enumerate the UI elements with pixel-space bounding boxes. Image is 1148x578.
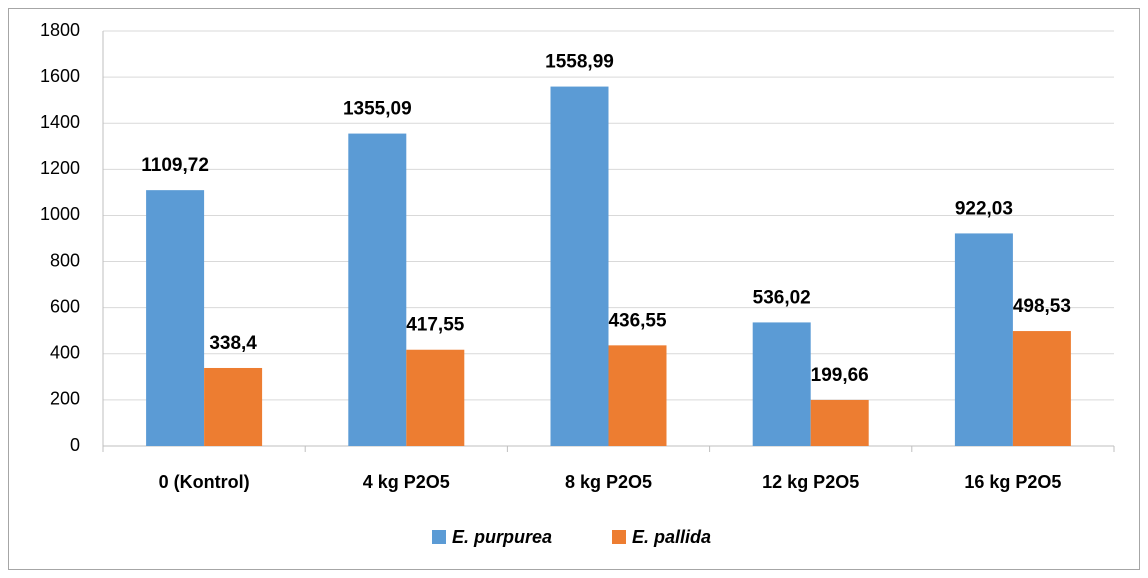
x-tick-label: 4 kg P2O5	[363, 472, 450, 492]
y-tick-label: 0	[70, 435, 80, 455]
y-tick-label: 1200	[40, 158, 80, 178]
data-label: 1355,09	[343, 99, 412, 120]
y-tick-label: 1600	[40, 66, 80, 86]
x-tick-label: 8 kg P2O5	[565, 472, 652, 492]
x-tick-label: 16 kg P2O5	[964, 472, 1061, 492]
data-label: 436,55	[608, 310, 667, 331]
bar	[608, 345, 667, 446]
bar	[348, 133, 407, 446]
y-tick-label: 400	[50, 343, 80, 363]
data-label: 536,02	[753, 287, 811, 308]
y-tick-label: 1000	[40, 204, 80, 224]
data-label: 1558,99	[545, 52, 614, 73]
y-tick-label: 1400	[40, 112, 80, 132]
y-tick-label: 600	[50, 296, 80, 316]
bar	[752, 322, 811, 446]
bar	[550, 86, 609, 446]
bar	[810, 399, 869, 446]
bar	[954, 233, 1013, 446]
x-tick-label: 12 kg P2O5	[762, 472, 859, 492]
bar	[204, 367, 263, 446]
data-label: 498,53	[1013, 296, 1071, 317]
data-label: 338,4	[209, 333, 257, 354]
y-tick-label: 1800	[40, 20, 80, 40]
data-label: 1109,72	[141, 155, 209, 176]
legend-label: E. purpurea	[452, 527, 552, 547]
data-label: 922,03	[955, 198, 1013, 219]
bar	[146, 190, 205, 446]
bar	[1012, 331, 1071, 446]
y-tick-label: 200	[50, 389, 80, 409]
legend-label: E. pallida	[632, 527, 711, 547]
data-label: 199,66	[811, 365, 869, 386]
bar	[406, 349, 465, 446]
legend-swatch	[432, 530, 446, 544]
legend-swatch	[612, 530, 626, 544]
y-tick-label: 800	[50, 250, 80, 270]
x-tick-label: 0 (Kontrol)	[159, 472, 250, 492]
data-label: 417,55	[406, 315, 465, 336]
